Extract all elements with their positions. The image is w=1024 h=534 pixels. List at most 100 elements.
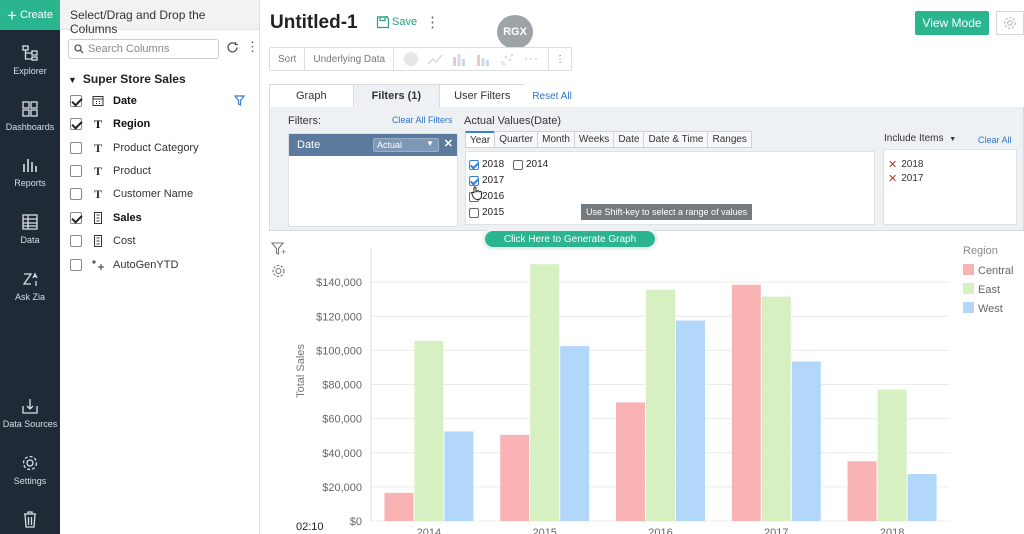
reports-icon <box>23 159 37 172</box>
nav-reports[interactable]: Reports <box>0 156 60 188</box>
main-area: Untitled-1 Save ⋮ RGX View Mode Sort Und… <box>261 0 1024 534</box>
table-group-super-store-sales[interactable]: ▼ Super Store Sales <box>68 72 186 86</box>
date-mode-select[interactable]: Actual ▼ <box>373 138 439 152</box>
date-filter-card: Date Actual ▼ ✕ <box>288 133 458 227</box>
year-option-2015[interactable]: 2015 <box>469 207 504 218</box>
tab-month[interactable]: Month <box>537 131 575 148</box>
tab-date[interactable]: Date <box>613 131 645 148</box>
y-tick-label: $20,000 <box>322 482 362 494</box>
column-sales[interactable]: Sales <box>70 210 255 226</box>
toolbar-more-icon[interactable]: ⋮ <box>548 48 571 70</box>
x-tick-label: 2018 <box>880 527 904 534</box>
year-option-2017[interactable]: 2017 <box>469 175 504 186</box>
checkbox[interactable] <box>70 165 82 177</box>
checkbox[interactable] <box>70 212 82 224</box>
auto-generated-icon <box>92 260 104 270</box>
search-columns-input[interactable]: Search Columns <box>68 39 219 59</box>
year-option-2014[interactable]: 2014 <box>513 159 548 170</box>
remove-filter-icon[interactable]: ✕ <box>443 138 453 150</box>
gear-icon-ring <box>272 264 285 278</box>
underlying-data-button[interactable]: Underlying Data <box>305 48 395 70</box>
column-cost[interactable]: Cost <box>70 233 255 249</box>
nav-explorer[interactable]: Explorer <box>0 44 60 76</box>
checkbox[interactable] <box>70 188 82 200</box>
pie-chart-icon[interactable] <box>402 51 420 67</box>
column-autogenytd[interactable]: AutoGenYTD <box>70 257 255 273</box>
text-type-icon: T <box>93 140 102 155</box>
column-customer-name[interactable]: T Customer Name <box>70 186 255 202</box>
tab-user-filters[interactable]: User Filters <box>439 84 526 108</box>
column-product-category[interactable]: T Product Category <box>70 140 255 156</box>
refresh-icon[interactable] <box>226 41 239 54</box>
save-button[interactable]: Save <box>376 15 417 29</box>
legend-swatch <box>963 283 974 294</box>
tab-ranges[interactable]: Ranges <box>707 131 752 148</box>
bar <box>560 346 590 521</box>
more-charts-icon[interactable] <box>522 51 540 67</box>
tab-graph[interactable]: Graph <box>269 84 354 108</box>
checkbox[interactable] <box>70 259 82 271</box>
remove-item-icon[interactable]: ✕ <box>888 173 898 185</box>
data-icon <box>22 214 38 230</box>
checkbox[interactable] <box>70 118 82 130</box>
create-button[interactable]: + Create <box>0 0 60 30</box>
more-options-icon[interactable]: ⋮ <box>425 14 440 31</box>
ask-zia-icon <box>22 272 38 286</box>
more-options-icon[interactable]: ⋮ <box>246 39 259 54</box>
line-chart-icon[interactable] <box>426 51 444 67</box>
tab-date-time[interactable]: Date & Time <box>643 131 709 148</box>
bar <box>616 402 645 521</box>
settings-button[interactable] <box>996 11 1024 35</box>
checkbox[interactable] <box>70 142 82 154</box>
bar <box>761 296 791 521</box>
tab-filters[interactable]: Filters (1) <box>352 84 441 108</box>
bar-chart-icon[interactable] <box>450 51 468 67</box>
checkbox[interactable] <box>70 95 82 107</box>
checkbox[interactable] <box>469 207 479 218</box>
column-region[interactable]: T Region <box>70 116 255 132</box>
nav-settings[interactable]: Settings <box>0 454 60 486</box>
nav-data-sources[interactable]: Data Sources <box>0 397 60 429</box>
tab-year[interactable]: Year <box>465 131 496 148</box>
report-title[interactable]: Untitled-1 <box>270 12 358 33</box>
scatter-chart-icon[interactable] <box>498 51 516 67</box>
bar <box>444 431 474 521</box>
text-type-icon: T <box>93 163 102 178</box>
columns-panel: Select/Drag and Drop the Columns Search … <box>60 0 260 534</box>
sort-button[interactable]: Sort <box>270 48 306 70</box>
checkbox[interactable] <box>469 175 479 186</box>
tab-quarter[interactable]: Quarter <box>494 131 539 148</box>
explorer-icon <box>22 45 38 61</box>
include-items-dropdown[interactable]: Include Items ▼ <box>884 133 957 144</box>
grouped-bar-chart-icon[interactable] <box>474 51 492 67</box>
column-product[interactable]: T Product <box>70 163 255 179</box>
y-tick-label: $0 <box>350 516 362 528</box>
checkbox[interactable] <box>70 235 82 247</box>
clear-all-link[interactable]: Clear All <box>978 135 1012 145</box>
actual-values-label: Actual Values(Date) <box>464 115 562 127</box>
checkbox[interactable] <box>469 159 479 170</box>
filter-icon[interactable] <box>234 95 245 106</box>
report-toolbar: Sort Underlying Data ⋮ <box>269 47 573 71</box>
clear-all-filters-link[interactable]: Clear All Filters <box>392 115 453 125</box>
nav-ask-zia[interactable]: Ask Zia <box>0 270 60 302</box>
nav-dashboards[interactable]: Dashboards <box>0 100 60 132</box>
tab-weeks[interactable]: Weeks <box>573 131 615 148</box>
reset-all-link[interactable]: Reset All <box>524 84 580 108</box>
bar <box>384 492 414 521</box>
trash-button[interactable] <box>0 510 60 532</box>
checkbox[interactable] <box>513 159 523 170</box>
remove-item-icon[interactable]: ✕ <box>888 159 898 171</box>
generate-graph-button[interactable]: Click Here to Generate Graph <box>485 231 655 247</box>
date-filter-header[interactable]: Date Actual ▼ ✕ <box>289 134 457 156</box>
legend-label: Central <box>978 265 1013 277</box>
year-option-2018[interactable]: 2018 <box>469 159 504 170</box>
y-axis-label: Total Sales <box>295 344 307 398</box>
column-date[interactable]: Date <box>70 93 255 109</box>
nav-data[interactable]: Data <box>0 213 60 245</box>
legend-swatch <box>963 302 974 313</box>
view-mode-button[interactable]: View Mode <box>915 11 989 35</box>
dashboards-icon <box>22 101 38 117</box>
tabs: Graph Filters (1) User Filters Reset All <box>269 84 580 108</box>
legend-label: West <box>978 303 1003 315</box>
